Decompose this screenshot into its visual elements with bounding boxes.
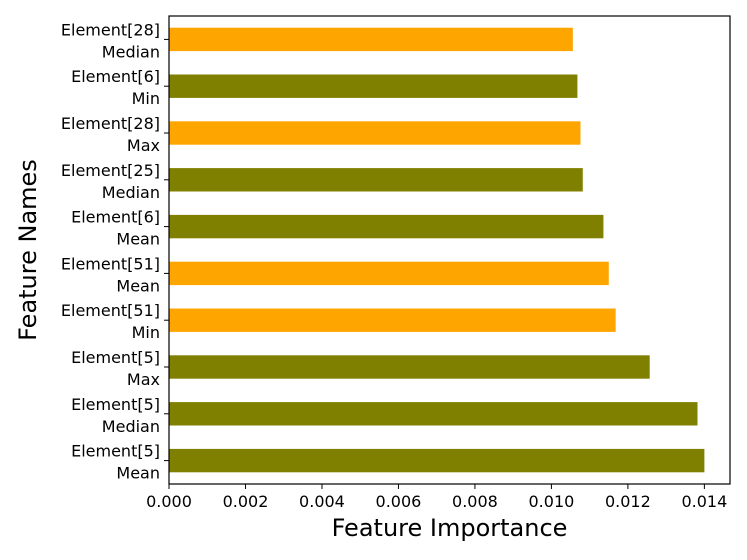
y-tick-label: Element[6] Min [71,67,160,108]
bar [169,308,616,332]
y-tick-label-line: Min [132,323,160,342]
x-tick-label: 0.008 [452,492,498,511]
bar [169,121,581,145]
bar [169,214,604,239]
y-tick-label-line: Element[6] [71,67,160,86]
y-tick-label-line: Element[5] [71,348,160,367]
y-tick-label: Element[28] Max [61,114,160,155]
y-tick-label-line: Element[28] [61,20,160,39]
bars [169,27,705,473]
y-tick-label-line: Mean [116,464,160,483]
y-tick-label-line: Element[51] [61,301,160,320]
y-tick-label-line: Median [102,417,160,436]
x-tick-label: 0.000 [146,492,192,511]
y-tick-label-line: Mean [116,230,160,249]
y-tick-label-line: Min [132,89,160,108]
x-axis-title: Feature Importance [332,514,568,542]
bar [169,261,609,286]
bar [169,168,583,192]
y-tick-label-line: Max [127,136,160,155]
y-tick-label: Element[51] Mean [61,254,160,295]
x-tick-label: 0.006 [376,492,422,511]
y-tick-label-line: Element[28] [61,114,160,133]
y-tick-label: Element[25] Median [61,161,160,202]
y-tick-label-line: Element[6] [71,208,160,227]
y-tick-label: Element[28] Median [61,20,160,61]
x-axis-ticks: 0.000 0.002 0.004 0.006 0.008 0.010 0.012 0.014 [146,484,727,511]
y-tick-label: Element[51] Min [61,301,160,342]
x-tick-label: 0.002 [223,492,269,511]
x-tick-label: 0.004 [299,492,345,511]
y-tick-label-line: Element[5] [71,442,160,461]
plot-frame [168,15,731,485]
y-tick-label-line: Element[51] [61,254,160,273]
y-tick-label-line: Median [102,42,160,61]
y-tick-label: Element[5] Median [71,395,160,436]
y-tick-label-line: Mean [116,276,160,295]
y-tick-label: Element[5] Max [71,348,160,389]
bar [169,74,578,98]
x-tick-label: 0.012 [605,492,651,511]
y-tick-label-line: Element[25] [61,161,160,180]
y-tick-label-line: Max [127,370,160,389]
x-tick-label: 0.014 [681,492,727,511]
bar [169,448,705,473]
bar [169,27,573,52]
x-tick-label: 0.010 [529,492,575,511]
y-tick-label: Element[6] Mean [71,208,160,249]
bar [169,402,698,426]
y-tick-label: Element[5] Mean [71,442,160,483]
y-tick-label-line: Median [102,183,160,202]
y-axis-title: Feature Names [14,159,42,341]
bar [169,355,650,379]
y-tick-label-line: Element[5] [71,395,160,414]
